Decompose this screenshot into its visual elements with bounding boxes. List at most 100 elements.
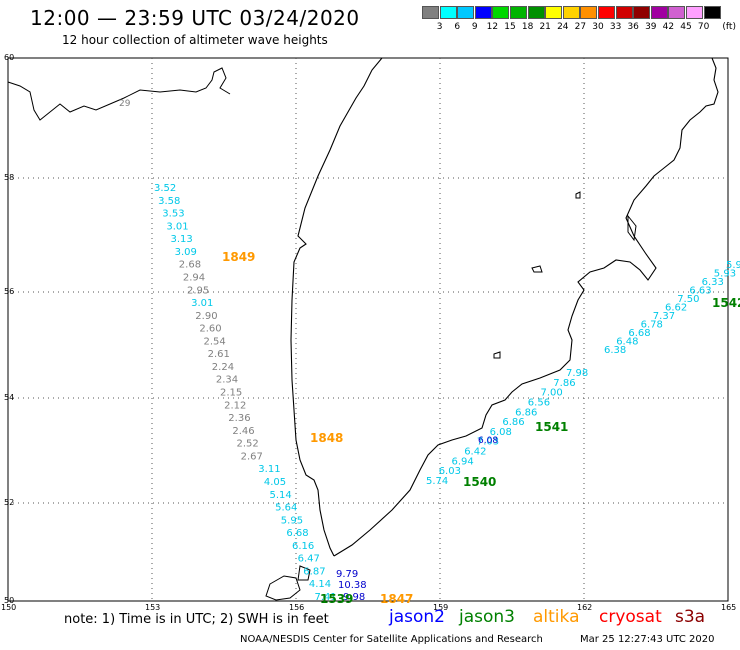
legend-jason2: jason2 — [389, 607, 445, 627]
wave-height-value: 2.94 — [183, 273, 205, 284]
wave-height-value: 6.78 — [641, 320, 663, 331]
map-subtitle: 12 hour collection of altimeter wave hei… — [62, 33, 328, 47]
color-swatch — [650, 6, 668, 19]
island-karaginsky — [627, 214, 637, 242]
island-east-3 — [575, 191, 581, 199]
wave-height-value: 6.38 — [604, 345, 626, 356]
coastline-kamchatka-west — [290, 57, 383, 557]
wave-height-value: 3.11 — [258, 464, 280, 475]
wave-height-value: 2.24 — [212, 362, 234, 373]
wave-height-value: 6.68 — [628, 328, 650, 339]
longitude-label: 156 — [289, 603, 305, 612]
color-scale-label: 21 — [539, 22, 551, 32]
wave-height-value: 2.90 — [195, 311, 217, 322]
wave-height-value: 7.37 — [653, 311, 675, 322]
wave-height-value: 7.03 — [477, 437, 499, 448]
pass-time-label: 1541 — [535, 420, 568, 434]
color-scale-label: 15 — [504, 22, 516, 32]
wave-height-value: 6.08 — [478, 436, 498, 446]
coastline-okhotsk-north — [7, 67, 231, 121]
color-swatch — [422, 6, 439, 19]
map-grid — [8, 58, 728, 601]
color-swatch — [615, 6, 633, 19]
wave-height-value: 6.47 — [298, 554, 320, 565]
wave-height-value: 3.58 — [158, 196, 180, 207]
legend-altika: altika — [533, 607, 580, 627]
pass-time-label: 1847 — [380, 592, 413, 606]
wave-height-value: 6.86 — [515, 407, 537, 418]
color-scale-label: 42 — [662, 22, 675, 32]
wave-height-value: 2.34 — [216, 375, 238, 386]
wave-height-value: 5.74 — [426, 476, 448, 487]
latitude-label: 56 — [4, 287, 15, 296]
color-scale-label: 27 — [574, 22, 587, 32]
color-swatch — [580, 6, 598, 19]
color-swatch — [562, 6, 580, 19]
wave-height-value: 5.95 — [281, 515, 303, 526]
wave-height-value: 2.68 — [179, 260, 201, 271]
wave-height-value: 3.52 — [154, 183, 176, 194]
color-swatch — [457, 6, 475, 19]
color-scale-label: 70 — [697, 22, 710, 32]
color-scale-label: 36 — [627, 22, 639, 32]
color-swatch — [510, 6, 527, 19]
color-scale-label: 39 — [645, 22, 657, 32]
wave-height-value: 5.93 — [714, 269, 736, 280]
wave-height-value: 6.03 — [439, 466, 461, 477]
latitude-label: 54 — [4, 393, 15, 402]
color-swatch — [492, 6, 510, 19]
pass-time-label: 1540 — [463, 475, 496, 489]
wave-height-value: 6.62 — [665, 303, 687, 314]
wave-height-value: 2.36 — [228, 413, 250, 424]
wave-height-value: 6.94 — [452, 456, 474, 467]
wave-height-value: 5.14 — [270, 490, 292, 501]
wave-height-value: 2.54 — [204, 336, 226, 347]
wave-height-value: 2.46 — [232, 426, 254, 437]
latitude-label: 52 — [4, 498, 15, 507]
wave-height-value: 7.86 — [553, 378, 575, 389]
wave-height-value: 6.33 — [702, 277, 724, 288]
wave-height-value: 3.09 — [175, 247, 197, 258]
pass-time-label: 1542 — [712, 296, 740, 310]
latitude-label: 50 — [4, 596, 15, 605]
color-swatch — [668, 6, 686, 19]
latitude-label: 58 — [4, 173, 15, 182]
wave-height-value: 2.60 — [199, 324, 221, 335]
island-east-2 — [493, 351, 501, 359]
longitude-label: 159 — [433, 603, 449, 612]
wave-height-tracks: 293.523.583.533.013.133.092.682.942.953.… — [119, 99, 740, 606]
wave-height-value: 9.79 — [336, 569, 358, 580]
wave-height-value: 4.14 — [309, 579, 331, 590]
color-scale-label: 45 — [680, 22, 692, 32]
wave-height-value: 2.52 — [237, 439, 259, 450]
wave-height-value: 6.87 — [303, 566, 325, 577]
color-swatch — [686, 6, 703, 19]
wave-height-value: 6.86 — [502, 417, 524, 428]
latitude-label: 60 — [4, 53, 15, 62]
wave-height-value: 6.08 — [490, 427, 512, 438]
wave-height-value: 7.50 — [677, 294, 699, 305]
pass-time-label: 1539 — [320, 592, 353, 606]
map-title: 12:00 — 23:59 UTC 03/24/2020 — [30, 6, 360, 30]
longitude-label: 165 — [721, 603, 737, 612]
color-scale-unit: (ft) — [722, 22, 736, 32]
wave-height-value: 3.01 — [166, 221, 188, 232]
longitude-label: 162 — [577, 603, 593, 612]
wave-height-value: 3.53 — [162, 209, 184, 220]
generation-timestamp: Mar 25 12:27:43 UTC 2020 — [580, 634, 715, 645]
wave-height-value: 29 — [119, 99, 131, 109]
wave-height-value: 7.98 — [566, 368, 588, 379]
wave-height-value: 6.48 — [616, 337, 638, 348]
wave-height-value: 2.12 — [224, 400, 246, 411]
color-scale-label: 3 — [436, 22, 443, 32]
color-swatch — [633, 6, 651, 19]
wave-height-value: 6.16 — [292, 541, 314, 552]
wave-height-value: 2.61 — [208, 349, 230, 360]
color-swatch — [439, 6, 457, 19]
wave-height-value: 5.64 — [275, 503, 297, 514]
footer-credit: NOAA/NESDIS Center for Satellite Applica… — [240, 634, 543, 645]
longitude-label: 150 — [1, 603, 17, 612]
wave-height-value: 7.41 — [315, 592, 337, 603]
wave-height-value: 3.01 — [191, 298, 213, 309]
wave-height-value: 6.68 — [286, 528, 308, 539]
